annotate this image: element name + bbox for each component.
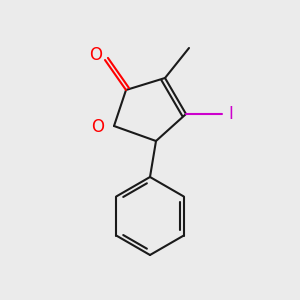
Text: I: I xyxy=(228,105,233,123)
Text: O: O xyxy=(89,46,103,64)
Text: O: O xyxy=(91,118,104,136)
